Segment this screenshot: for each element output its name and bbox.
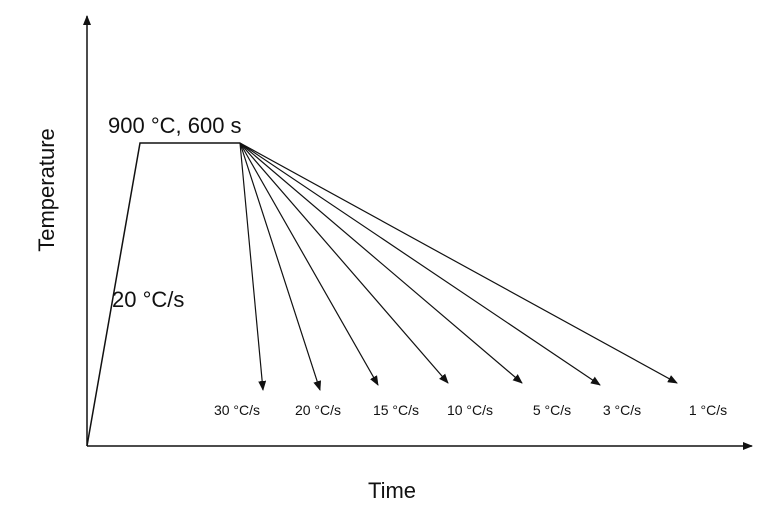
cooling-rate-label: 20 °C/s	[295, 402, 341, 418]
cooling-group: 30 °C/s 20 °C/s 15 °C/s 10 °C/s 5 °C/s 3 °C/s…	[214, 142, 727, 418]
cooling-rate-label: 30 °C/s	[214, 402, 260, 418]
cooling-rate-label: 15 °C/s	[373, 402, 419, 418]
hold-label: 900 °C, 600 s	[108, 113, 242, 138]
cooling-rate-label: 5 °C/s	[533, 402, 571, 418]
cooling-arrow	[239, 142, 678, 384]
cooling-arrow	[239, 142, 523, 384]
heating-label: 20 °C/s	[112, 287, 184, 312]
cooling-rate-label: 1 °C/s	[689, 402, 727, 418]
cooling-arrow	[239, 142, 379, 386]
cooling-arrow	[239, 142, 601, 386]
cooling-rate-label: 3 °C/s	[603, 402, 641, 418]
cooling-arrow	[239, 142, 322, 391]
y-axis-label: Temperature	[34, 128, 59, 252]
heat-hold-path	[86, 142, 240, 447]
x-axis-label: Time	[368, 478, 416, 503]
cooling-arrow	[239, 142, 449, 384]
cooling-arrow	[239, 142, 267, 391]
cooling-rate-label: 10 °C/s	[447, 402, 493, 418]
